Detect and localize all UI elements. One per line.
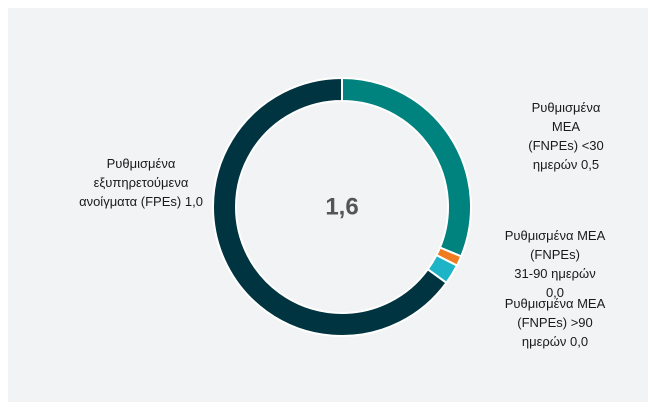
label-value: 0,0 [545, 285, 565, 300]
panel [8, 8, 648, 402]
label-value: 0,0 [570, 334, 589, 349]
segment-label: Ρυθμισμένα ΜΕΑ (FNPEs) >90 ημερών 0,0 [505, 294, 606, 351]
label-name: Ρυθμισμένα ΜΕΑ (FNPEs) <30 ημερών [528, 100, 604, 172]
segment-label: Ρυθμισμένα ΜΕΑ (FNPEs) 31-90 ημερών 0,0 [505, 226, 606, 302]
donut-segment [341, 76, 472, 258]
segment-label: Ρυθμισμένα ΜΕΑ (FNPEs) <30 ημερών 0,5 [521, 98, 611, 174]
label-name: Ρυθμισμένα ΜΕΑ (FNPEs) 31-90 ημερών [504, 228, 606, 281]
label-name: Ρυθμισμένα ΜΕΑ (FNPEs) >90 ημερών [504, 296, 606, 349]
label-value: 1,0 [184, 194, 203, 209]
center-label: 1,6 [325, 193, 358, 220]
label-value: 0,5 [581, 157, 600, 172]
label-name: Ρυθμισμένα εξυπηρετούμενα ανοίγματα (FPE… [79, 156, 189, 209]
segment-label: Ρυθμισμένα εξυπηρετούμενα ανοίγματα (FPE… [79, 154, 203, 211]
donut-segment [212, 76, 448, 337]
